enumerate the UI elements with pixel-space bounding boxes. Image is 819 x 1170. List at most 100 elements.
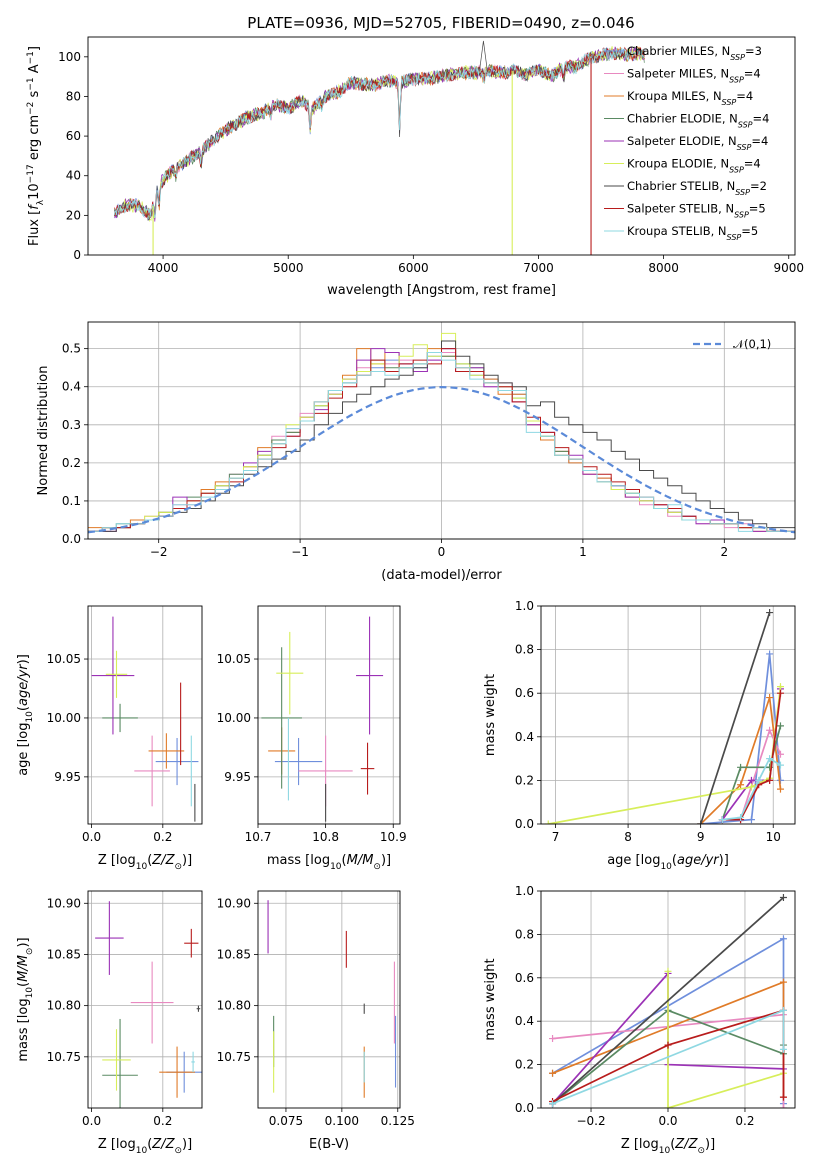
massweight-marker xyxy=(549,1035,557,1043)
massweight-series xyxy=(667,971,784,1108)
y-tick-label: 100 xyxy=(58,50,81,64)
y-tick-label: 0.6 xyxy=(515,686,534,700)
massweight-marker xyxy=(776,750,784,758)
massweight-series xyxy=(551,896,785,1105)
massweight-series xyxy=(552,1009,785,1103)
y-tick-label: 0.0 xyxy=(515,1101,534,1115)
y-tick-label: 10.90 xyxy=(47,896,81,910)
legend-entry: 𝒩(0,1) xyxy=(733,337,771,351)
y-tick-label: 10.75 xyxy=(217,1050,251,1064)
massweight-marker xyxy=(776,683,784,691)
massweight-marker xyxy=(779,978,787,986)
panel-Z-massweight: −0.2 0.0 0.2 0.0 0.2 0.4 0.6 0.8 1.0 Z [log10(Z/Z… xyxy=(483,884,796,1156)
y-tick-label: 1.0 xyxy=(515,599,534,613)
x-tick-label: 1 xyxy=(579,545,587,559)
x-tick-label: 0.2 xyxy=(153,1114,172,1128)
axes-frame xyxy=(540,605,796,825)
y-axis-label: mass weight xyxy=(483,958,498,1040)
legend-entry: Kroupa MILES, NSSP=4 xyxy=(627,89,753,107)
normal-reference-curve xyxy=(88,385,795,534)
massweight-marker xyxy=(664,1041,672,1049)
legend-entry: Kroupa STELIB, NSSP=5 xyxy=(627,224,758,242)
massweight-marker xyxy=(544,820,552,824)
axes-frame xyxy=(87,321,796,540)
x-tick-label: −0.2 xyxy=(576,1114,605,1128)
massweight-marker xyxy=(779,1093,787,1101)
massweight-marker xyxy=(697,820,705,824)
massweight-marker xyxy=(776,722,784,730)
axes-frame xyxy=(87,890,203,1109)
y-tick-label: 10.85 xyxy=(47,947,81,961)
panel-spectrum: 4000 5000 6000 7000 8000 9000 0 20 40 60 80 100 wave… xyxy=(26,36,804,298)
y-tick-label: 0.4 xyxy=(515,730,534,744)
y-tick-label: 10.05 xyxy=(47,652,81,666)
x-tick-label: 8000 xyxy=(648,261,679,275)
axes-frame xyxy=(257,890,401,1109)
massweight-series xyxy=(700,653,782,824)
x-axis-label: Z [log10(Z/Z⊙)] xyxy=(621,1137,715,1156)
massweight-lines xyxy=(549,894,787,1108)
massweight-marker xyxy=(779,1104,787,1108)
legend-entry: Chabrier STELIB, NSSP=2 xyxy=(627,179,767,197)
spectrum-model-line xyxy=(113,47,645,219)
x-axis-label: E(B-V) xyxy=(309,1137,349,1152)
massweight-marker xyxy=(766,755,774,763)
massweight-marker xyxy=(766,694,774,702)
spectrum-spike xyxy=(479,40,488,72)
legend-entry: Salpeter ELODIE, NSSP=4 xyxy=(627,134,768,152)
legend-entry: Kroupa ELODIE, NSSP=4 xyxy=(627,157,761,175)
x-tick-label: 10.7 xyxy=(245,830,272,844)
x-tick-label: 6000 xyxy=(398,261,429,275)
x-axis-label: Z [log10(Z/Z⊙)] xyxy=(98,1137,192,1156)
axes-frame xyxy=(257,605,401,825)
legend-entry: Chabrier MILES, NSSP=3 xyxy=(627,44,762,62)
panel-residuals: −2 −1 0 1 2 0.0 0.1 0.2 0.3 0.4 0.5 (data-model)/er… xyxy=(36,321,796,583)
histogram-series xyxy=(88,340,795,532)
x-tick-label: 7000 xyxy=(523,261,554,275)
axes-frame xyxy=(87,36,796,256)
y-tick-label: 9.95 xyxy=(54,770,81,784)
massweight-series xyxy=(721,725,782,820)
spectrum-lines xyxy=(113,40,645,255)
massweight-marker xyxy=(766,650,774,658)
y-axis-label: Normed distribution xyxy=(36,366,51,496)
legend-entry: Salpeter MILES, NSSP=4 xyxy=(627,67,761,85)
massweight-marker xyxy=(766,726,774,734)
y-tick-label: 10.05 xyxy=(217,652,251,666)
y-tick-label: 0.2 xyxy=(515,773,534,787)
plots-layer: 4000 5000 6000 7000 8000 9000020406080100wave… xyxy=(16,36,804,1156)
y-tick-label: 0.1 xyxy=(62,494,81,508)
x-tick-label: 0.0 xyxy=(82,1114,101,1128)
massweight-marker xyxy=(664,1104,672,1108)
x-tick-label: 0.0 xyxy=(82,830,101,844)
y-tick-label: 40 xyxy=(66,169,81,183)
x-tick-label: −1 xyxy=(291,545,309,559)
y-tick-label: 0.2 xyxy=(515,1058,534,1072)
x-tick-label: 10.9 xyxy=(380,830,407,844)
y-axis-label: mass weight xyxy=(483,674,498,756)
y-axis-label: Flux [fλ10−17 erg cm−2 s−1 A−1] xyxy=(26,46,46,246)
massweight-series xyxy=(699,612,771,824)
y-tick-label: 0.2 xyxy=(62,456,81,470)
y-tick-label: 0.8 xyxy=(515,927,534,941)
massweight-marker xyxy=(737,813,745,821)
massweight-marker xyxy=(755,776,763,784)
x-tick-label: 7 xyxy=(552,830,560,844)
errorbars xyxy=(261,616,384,822)
massweight-marker xyxy=(664,967,672,975)
y-tick-label: 10.00 xyxy=(47,711,81,725)
y-axis-label: age [log10(age/yr)] xyxy=(16,654,35,776)
massweight-marker xyxy=(776,689,784,697)
massweight-marker xyxy=(766,776,774,784)
x-tick-label: 5000 xyxy=(273,261,304,275)
massweight-marker xyxy=(779,894,787,902)
y-tick-label: 0 xyxy=(73,248,81,262)
panel-age-massweight: 7 8 9 10 0.0 0.2 0.4 0.6 0.8 1.0 age [log10(age/yr… xyxy=(483,599,796,872)
massweight-marker xyxy=(737,781,745,789)
x-tick-label: 10.8 xyxy=(312,830,339,844)
panel-EBV-mass: 0.075 0.100 0.125 10.75 10.80 10.85 10.90 E(B-V… xyxy=(217,890,415,1152)
x-axis-label: mass [log10(M/M⊙)] xyxy=(267,853,391,872)
y-tick-label: 0.0 xyxy=(62,532,81,546)
histogram-steps xyxy=(88,332,795,534)
